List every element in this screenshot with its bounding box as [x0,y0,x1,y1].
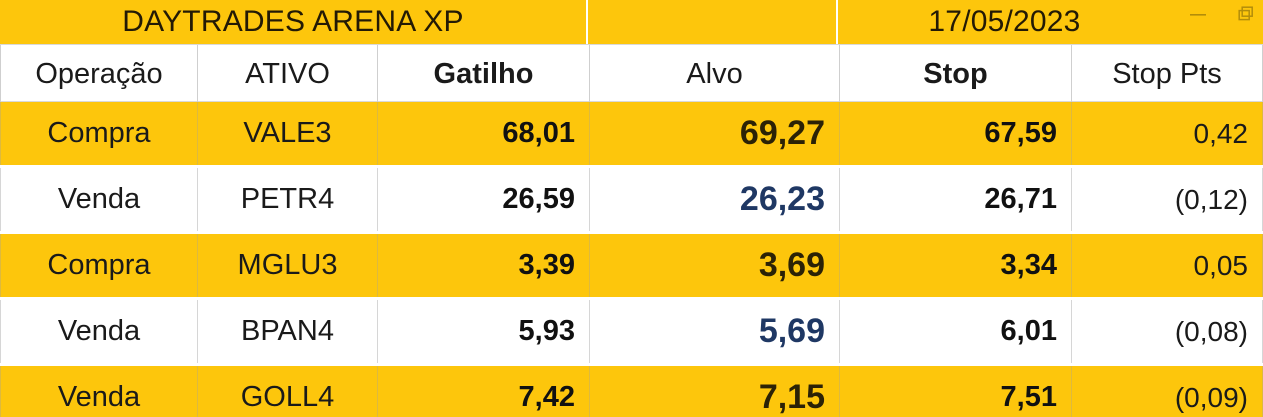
column-header-stop[interactable]: Stop [840,45,1072,103]
cell-stop[interactable]: 3,34 [840,234,1072,297]
cell-stop_pts[interactable]: 0,42 [1072,102,1263,165]
cell-alvo[interactable]: 26,23 [590,168,840,231]
cell-gatilho[interactable]: 68,01 [378,102,590,165]
cell-ativo[interactable]: BPAN4 [198,300,378,363]
cell-ativo[interactable]: MGLU3 [198,234,378,297]
cell-value: MGLU3 [237,249,338,281]
cell-value: 69,27 [739,114,825,152]
cell-stop_pts[interactable]: (0,09) [1072,366,1263,417]
column-header-label: Alvo [686,57,743,90]
column-header-label: Stop [923,57,988,90]
cell-value: Venda [57,183,141,215]
cell-gatilho[interactable]: 3,39 [378,234,590,297]
cell-operacao[interactable]: Compra [0,102,198,165]
cell-value: 26,71 [984,183,1057,215]
cell-value: Compra [47,249,151,281]
cell-value: 3,69 [758,246,825,284]
cell-operacao[interactable]: Venda [0,300,198,363]
cell-value: 7,51 [1000,381,1057,413]
cell-stop_pts[interactable]: (0,12) [1072,168,1263,231]
table-header-row: Operação ATIVO Gatilho Alvo Stop Stop Pt… [0,44,1263,103]
cell-value: (0,09) [1174,381,1248,413]
table-body: Compra VALE3 68,01 69,27 67,59 0,42 Venda PETR4… [0,102,1263,417]
cell-stop[interactable]: 7,51 [840,366,1072,417]
cell-value: 26,23 [739,180,825,218]
cell-value: 3,34 [1000,249,1057,281]
cell-value: 5,93 [518,315,575,347]
cell-gatilho[interactable]: 7,42 [378,366,590,417]
sheet-title-text: DAYTRADES ARENA XP [122,5,464,38]
date-text: 17/05/2023 [928,5,1081,38]
cell-ativo[interactable]: VALE3 [198,102,378,165]
cell-alvo[interactable]: 69,27 [590,102,840,165]
cell-value: PETR4 [240,183,335,215]
column-header-label: Stop Pts [1112,57,1222,90]
restore-window-icon[interactable] [1235,4,1257,24]
table-row[interactable]: Venda BPAN4 5,93 5,69 6,01 (0,08) [0,300,1263,363]
column-header-alvo[interactable]: Alvo [590,45,840,103]
cell-value: Venda [57,315,141,347]
cell-value: (0,08) [1174,315,1248,347]
table-row[interactable]: Compra VALE3 68,01 69,27 67,59 0,42 [0,102,1263,165]
row-separator [0,363,1263,366]
cell-stop[interactable]: 67,59 [840,102,1072,165]
cell-operacao[interactable]: Compra [0,234,198,297]
column-header-gatilho[interactable]: Gatilho [378,45,590,103]
cell-value: 26,59 [502,183,575,215]
cell-stop_pts[interactable]: (0,08) [1072,300,1263,363]
cell-stop_pts[interactable]: 0,05 [1072,234,1263,297]
cell-alvo[interactable]: 5,69 [590,300,840,363]
cell-stop[interactable]: 6,01 [840,300,1072,363]
row-separator [0,231,1263,234]
cell-gatilho[interactable]: 26,59 [378,168,590,231]
cell-value: 3,39 [518,249,575,281]
minimize-icon[interactable] [1187,4,1209,24]
cell-value: 7,42 [518,381,575,413]
cell-value: 0,42 [1193,117,1249,149]
window-controls [1187,4,1257,24]
cell-alvo[interactable]: 3,69 [590,234,840,297]
title-spacer-cell[interactable] [588,0,838,44]
cell-value: 7,15 [758,378,825,416]
table-row[interactable]: Venda PETR4 26,59 26,23 26,71 (0,12) [0,168,1263,231]
cell-value: 5,69 [758,312,825,350]
cell-value: Venda [57,381,141,413]
cell-stop[interactable]: 26,71 [840,168,1072,231]
cell-ativo[interactable]: PETR4 [198,168,378,231]
cell-value: (0,12) [1174,183,1248,215]
cell-value: 6,01 [1000,315,1057,347]
cell-value: VALE3 [243,117,332,149]
column-header-ativo[interactable]: ATIVO [198,45,378,103]
cell-operacao[interactable]: Venda [0,366,198,417]
date-cell[interactable]: 17/05/2023 [838,0,1263,44]
cell-value: BPAN4 [241,315,334,347]
cell-value: 0,05 [1193,249,1249,281]
column-header-label: Operação [35,57,163,90]
cell-value: 67,59 [984,117,1057,149]
cell-value: Compra [47,117,151,149]
cell-ativo[interactable]: GOLL4 [198,366,378,417]
sheet-title-cell[interactable]: DAYTRADES ARENA XP [0,0,588,44]
column-header-label: ATIVO [245,57,330,90]
column-header-label: Gatilho [433,57,534,90]
title-row: DAYTRADES ARENA XP 17/05/2023 [0,0,1263,44]
cell-gatilho[interactable]: 5,93 [378,300,590,363]
row-separator [0,165,1263,168]
cell-alvo[interactable]: 7,15 [590,366,840,417]
cell-value: 68,01 [502,117,575,149]
row-separator [0,297,1263,300]
column-header-operacao[interactable]: Operação [0,45,198,103]
cell-operacao[interactable]: Venda [0,168,198,231]
table-row[interactable]: Compra MGLU3 3,39 3,69 3,34 0,05 [0,234,1263,297]
cell-value: GOLL4 [240,381,335,413]
column-header-stop-pts[interactable]: Stop Pts [1072,45,1263,103]
table-row[interactable]: Venda GOLL4 7,42 7,15 7,51 (0,09) [0,366,1263,417]
